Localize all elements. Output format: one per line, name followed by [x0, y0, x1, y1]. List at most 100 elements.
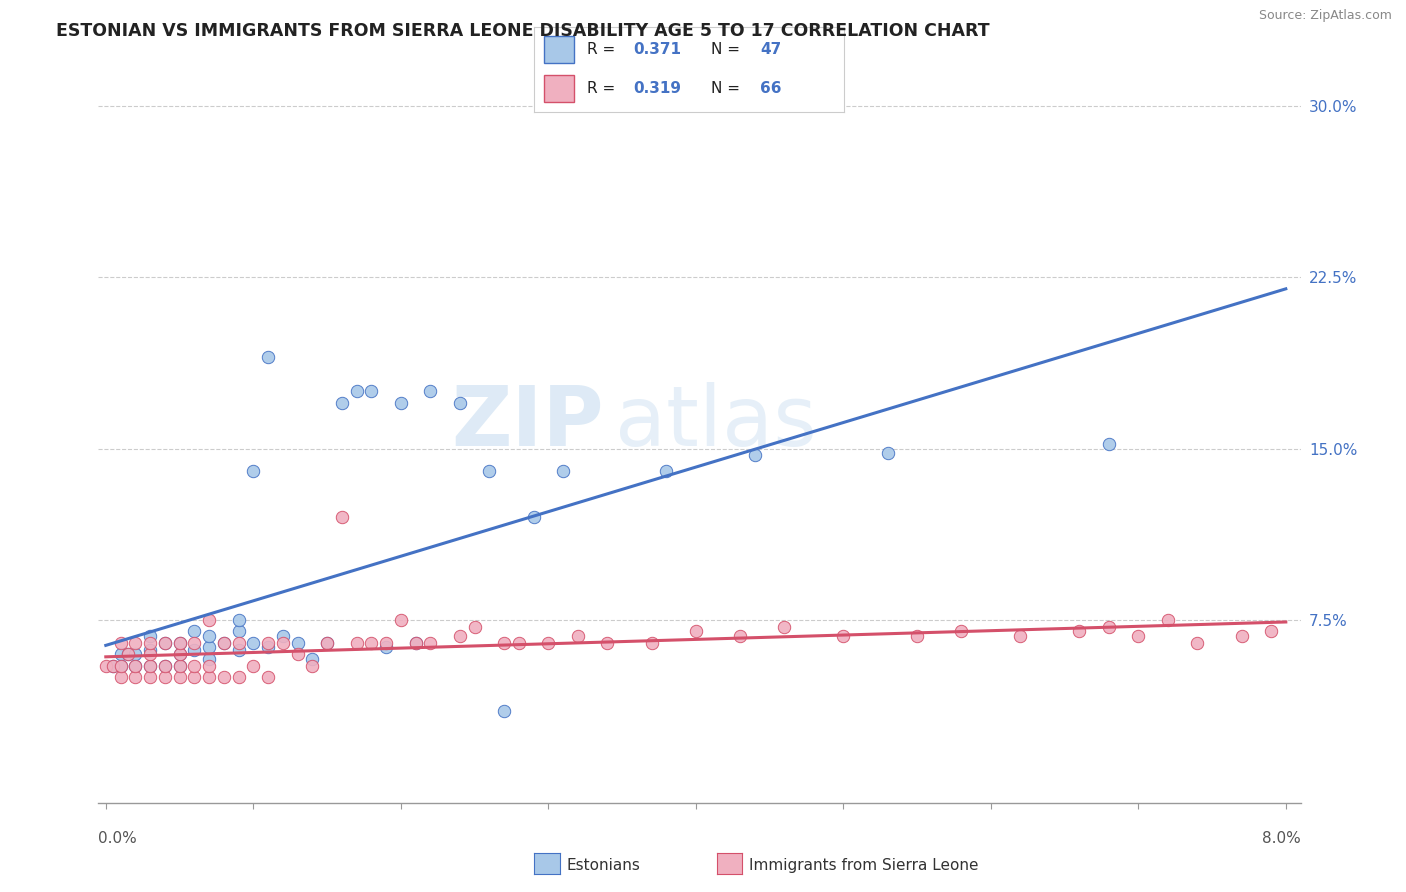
Point — [508, 636, 530, 650]
Text: Estonians: Estonians — [567, 858, 641, 873]
Text: 0.319: 0.319 — [633, 81, 682, 96]
Point — [316, 636, 339, 650]
Point — [124, 658, 146, 673]
Point — [464, 620, 486, 634]
Point — [1157, 613, 1180, 627]
FancyBboxPatch shape — [544, 75, 575, 103]
Point — [153, 636, 176, 650]
Point — [360, 636, 382, 650]
Point — [228, 642, 250, 657]
Point — [212, 670, 235, 684]
Point — [242, 636, 264, 650]
Point — [183, 624, 205, 639]
Point — [832, 629, 855, 643]
Point — [449, 396, 471, 410]
Point — [492, 636, 515, 650]
Point — [419, 636, 441, 650]
Point — [257, 636, 280, 650]
Point — [1069, 624, 1091, 639]
Text: ESTONIAN VS IMMIGRANTS FROM SIERRA LEONE DISABILITY AGE 5 TO 17 CORRELATION CHAR: ESTONIAN VS IMMIGRANTS FROM SIERRA LEONE… — [56, 22, 990, 40]
Point — [198, 640, 221, 655]
Point — [596, 636, 619, 650]
Point — [169, 647, 191, 661]
Text: Source: ZipAtlas.com: Source: ZipAtlas.com — [1258, 9, 1392, 22]
Point — [551, 464, 574, 478]
Point — [153, 658, 176, 673]
Point — [449, 629, 471, 643]
Point — [346, 636, 368, 650]
Point — [198, 652, 221, 666]
Point — [198, 613, 221, 627]
Point — [139, 642, 162, 657]
Point — [153, 658, 176, 673]
Point — [153, 670, 176, 684]
Point — [375, 636, 398, 650]
Point — [773, 620, 796, 634]
Point — [110, 647, 132, 661]
Point — [94, 658, 117, 673]
Point — [905, 629, 928, 643]
FancyBboxPatch shape — [544, 36, 575, 63]
Point — [242, 464, 264, 478]
Point — [1260, 624, 1282, 639]
Point — [101, 658, 124, 673]
Point — [139, 658, 162, 673]
Point — [1128, 629, 1150, 643]
Point — [228, 624, 250, 639]
Text: 47: 47 — [761, 42, 782, 57]
Text: 8.0%: 8.0% — [1261, 831, 1301, 846]
Point — [124, 636, 146, 650]
Text: 0.371: 0.371 — [633, 42, 682, 57]
Point — [375, 640, 398, 655]
Point — [301, 658, 323, 673]
Point — [169, 647, 191, 661]
Point — [1230, 629, 1253, 643]
Point — [316, 636, 339, 650]
Point — [183, 642, 205, 657]
Point — [101, 658, 124, 673]
Point — [212, 636, 235, 650]
Text: 0.0%: 0.0% — [98, 831, 138, 846]
Point — [1098, 620, 1121, 634]
Point — [271, 636, 294, 650]
Point — [139, 658, 162, 673]
Point — [169, 670, 191, 684]
Point — [1187, 636, 1209, 650]
Point — [139, 670, 162, 684]
Point — [567, 629, 589, 643]
Point — [1010, 629, 1032, 643]
Text: R =: R = — [586, 81, 620, 96]
Point — [183, 658, 205, 673]
Point — [257, 640, 280, 655]
Point — [257, 350, 280, 364]
Point — [478, 464, 501, 478]
Point — [183, 636, 205, 650]
Point — [169, 636, 191, 650]
Point — [330, 396, 353, 410]
Point — [271, 629, 294, 643]
Point — [287, 636, 309, 650]
Point — [950, 624, 973, 639]
Point — [169, 636, 191, 650]
Point — [405, 636, 427, 650]
Point — [257, 670, 280, 684]
Text: atlas: atlas — [616, 382, 817, 463]
Point — [389, 613, 412, 627]
Point — [728, 629, 751, 643]
Point — [117, 647, 139, 661]
Text: N =: N = — [710, 42, 744, 57]
Text: 66: 66 — [761, 81, 782, 96]
Point — [124, 647, 146, 661]
Point — [153, 636, 176, 650]
Point — [110, 658, 132, 673]
Point — [876, 446, 898, 460]
Text: ZIP: ZIP — [451, 382, 603, 463]
Point — [169, 658, 191, 673]
Point — [139, 629, 162, 643]
Point — [139, 647, 162, 661]
Point — [198, 670, 221, 684]
Point — [522, 510, 544, 524]
Point — [110, 670, 132, 684]
Point — [242, 658, 264, 673]
Point — [124, 658, 146, 673]
